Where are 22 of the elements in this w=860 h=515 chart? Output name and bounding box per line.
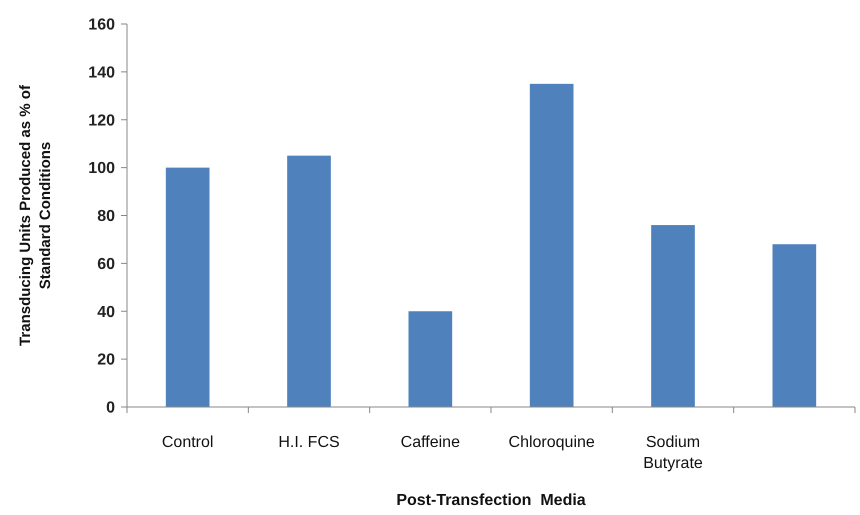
x-tick-label: Chloroquine	[508, 434, 595, 451]
y-tick-label: 80	[97, 208, 116, 226]
y-tick-label: 140	[88, 64, 116, 82]
bar	[651, 225, 695, 407]
y-tick-label: 100	[88, 160, 116, 178]
x-axis-title: Post-Transfection Media	[396, 492, 586, 509]
bar	[408, 311, 452, 407]
y-tick-label: 0	[106, 400, 116, 417]
x-tick-label: Caffeine	[400, 434, 460, 451]
y-tick-label: 20	[97, 352, 116, 369]
bar	[166, 168, 210, 407]
y-axis-title: Transducing Units Produced as % of Standard Conditions	[17, 84, 54, 346]
x-tick-label: H.I. FCS	[278, 434, 340, 451]
bar	[530, 84, 574, 407]
y-tick-label: 160	[88, 16, 116, 34]
x-tick-label: Sodium Butyrate	[643, 434, 703, 472]
y-tick-label: 120	[88, 112, 116, 130]
x-tick-label: Control	[162, 434, 214, 451]
y-tick-label: 60	[97, 256, 116, 273]
bar	[772, 244, 816, 407]
y-tick-label: 40	[97, 304, 116, 321]
bar	[287, 156, 331, 407]
